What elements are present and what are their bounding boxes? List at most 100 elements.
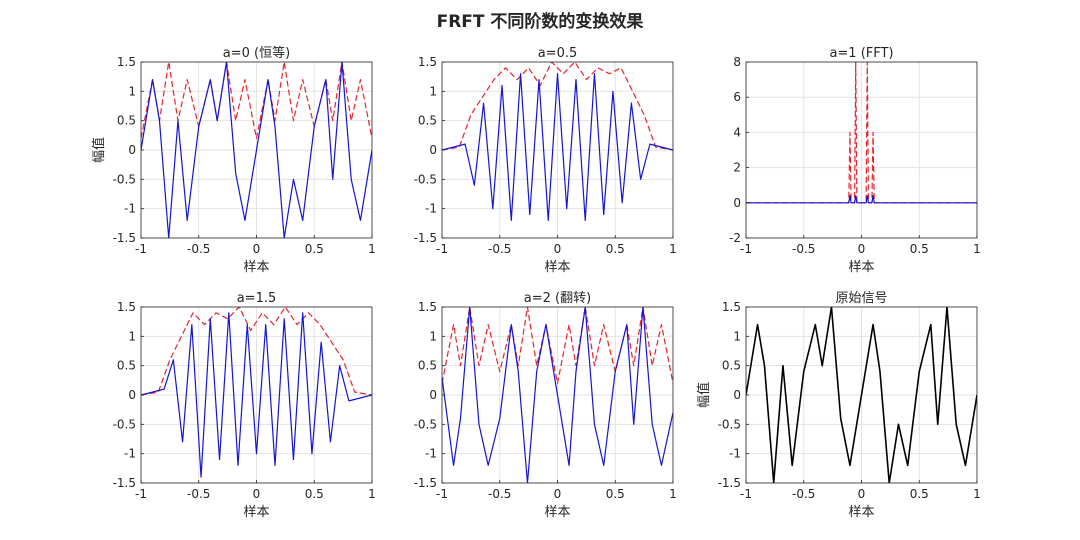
y-tick-label: -2 [729,231,741,245]
x-tick-label: 0.5 [910,487,929,501]
x-tick-label: 1 [669,487,677,501]
series-real-line [442,73,673,221]
x-tick-label: 0 [554,487,562,501]
subplot-title: a=0 (恒等) [223,45,290,61]
subplot-1: -1 -0.5 0 0.5 1-1.5-1-0.500.511.5a=0 (恒等)样本幅… [91,45,376,275]
y-tick-label: 8 [733,55,741,69]
x-tick-label: -1 [135,487,147,501]
y-tick-label: 4 [733,125,741,139]
x-axis-label: 样本 [243,505,269,520]
y-tick-label: -1.5 [113,476,136,490]
y-tick-label: 0.5 [117,114,136,128]
x-tick-label: 0.5 [606,242,625,256]
x-tick-label: 1 [669,242,677,256]
y-tick-label: 0 [128,143,136,157]
x-tick-label: -0.5 [792,487,815,501]
y-tick-label: 0 [733,388,741,402]
y-tick-label: 0.5 [722,359,741,373]
x-tick-label: -0.5 [187,487,210,501]
y-tick-label: -0.5 [113,417,136,431]
subplot-title: a=1 (FFT) [829,46,893,61]
y-tick-label: 1.5 [418,300,437,314]
figure-title: FRFT 不同阶数的变换效果 [436,12,644,32]
y-tick-label: 0.5 [117,359,136,373]
y-tick-label: -1 [124,202,136,216]
y-tick-label: 2 [733,161,741,175]
subplot-2: -1 -0.5 0 0.5 1-1.5-1-0.500.511.5a=0.5样本 [414,46,677,275]
x-axis-label: 样本 [243,260,269,275]
series-magnitude-line [442,62,673,151]
x-tick-label: 0 [858,242,866,256]
x-tick-label: -0.5 [488,242,511,256]
y-tick-label: -0.5 [113,172,136,186]
series-real-line [442,307,673,483]
x-tick-label: -1 [135,242,147,256]
y-tick-label: 6 [733,90,741,104]
x-tick-label: -0.5 [792,242,815,256]
series-real-line [141,62,372,238]
x-tick-label: 0 [858,487,866,501]
subplot-5: -1 -0.5 0 0.5 1-1.5-1-0.500.511.5a=2 (翻转)样本 [414,291,677,520]
y-tick-label: -1.5 [718,476,741,490]
x-tick-label: 0.5 [305,242,324,256]
y-axis-label: 幅值 [91,137,107,163]
series-real-line [141,312,372,478]
y-tick-label: -1.5 [113,231,136,245]
x-tick-label: -1 [740,487,752,501]
y-tick-label: 1 [128,84,136,98]
series-magnitude-line [442,307,673,384]
x-tick-label: 1 [973,487,981,501]
y-tick-label: 0 [733,196,741,210]
x-tick-label: 1 [368,242,376,256]
y-tick-label: 1 [429,329,437,343]
y-tick-label: 1 [128,329,136,343]
x-tick-label: -0.5 [488,487,511,501]
y-tick-label: -1.5 [414,476,437,490]
x-tick-label: 0.5 [910,242,929,256]
series-signal-line [746,307,977,483]
subplot-title: a=1.5 [237,291,277,306]
x-tick-label: 1 [973,242,981,256]
y-tick-label: 0 [128,388,136,402]
y-tick-label: 0 [429,388,437,402]
y-tick-label: 1.5 [722,300,741,314]
x-axis-label: 样本 [848,260,874,275]
x-tick-label: 0 [253,487,261,501]
x-tick-label: -1 [436,242,448,256]
x-tick-label: 0.5 [606,487,625,501]
subplot-3: -1 -0.5 0 0.5 1 -2 0 2 4 6 8 a=1 (FFT) 样本 [729,46,981,275]
y-tick-label: -0.5 [718,417,741,431]
y-tick-label: 1.5 [418,55,437,69]
y-tick-label: 0.5 [418,359,437,373]
subplot-4: -1 -0.5 0 0.5 1-1.5-1-0.500.511.5a=1.5样本 [113,291,376,520]
y-tick-label: 0.5 [418,114,437,128]
x-axis-label: 样本 [848,505,874,520]
x-tick-label: 1 [368,487,376,501]
x-axis-label: 样本 [544,260,570,275]
y-tick-label: 1.5 [117,55,136,69]
x-tick-label: 0 [253,242,261,256]
y-tick-label: 1 [429,84,437,98]
y-tick-label: -1 [729,447,741,461]
x-tick-label: -1 [740,242,752,256]
y-tick-label: -1 [425,202,437,216]
y-tick-label: -1 [124,447,136,461]
y-tick-label: 0 [429,143,437,157]
subplot-title: 原始信号 [835,291,887,306]
series-magnitude-line [141,307,372,396]
x-tick-label: 0 [554,242,562,256]
y-tick-label: -1 [425,447,437,461]
x-tick-label: -1 [436,487,448,501]
x-tick-label: 0.5 [305,487,324,501]
y-tick-label: 1 [733,329,741,343]
x-axis-label: 样本 [544,505,570,520]
subplot-title: a=0.5 [538,46,578,61]
y-tick-label: -0.5 [414,417,437,431]
series-real-line [746,195,977,204]
x-tick-label: -0.5 [187,242,210,256]
y-axis-label: 幅值 [696,382,712,408]
y-tick-label: 1.5 [117,300,136,314]
